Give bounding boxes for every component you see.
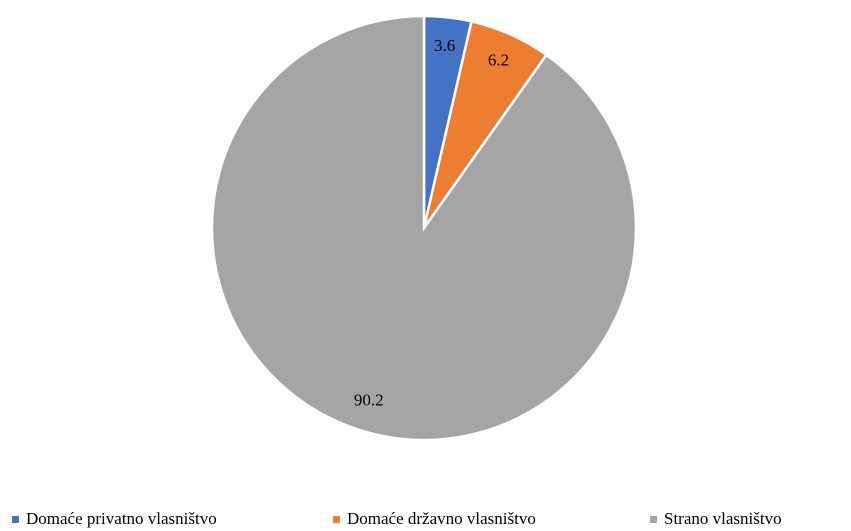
legend-marker <box>12 516 19 523</box>
legend-label: Domaće privatno vlasništvo <box>26 509 217 528</box>
data-label: 90.2 <box>354 391 384 410</box>
legend-label: Strano vlasništvo <box>664 509 782 528</box>
legend-label: Domaće državno vlasništvo <box>347 509 536 528</box>
legend-marker <box>333 516 340 523</box>
data-label: 3.6 <box>434 36 455 55</box>
data-label: 6.2 <box>488 51 509 70</box>
pie-slice <box>210 14 638 442</box>
legend-marker <box>650 516 657 523</box>
